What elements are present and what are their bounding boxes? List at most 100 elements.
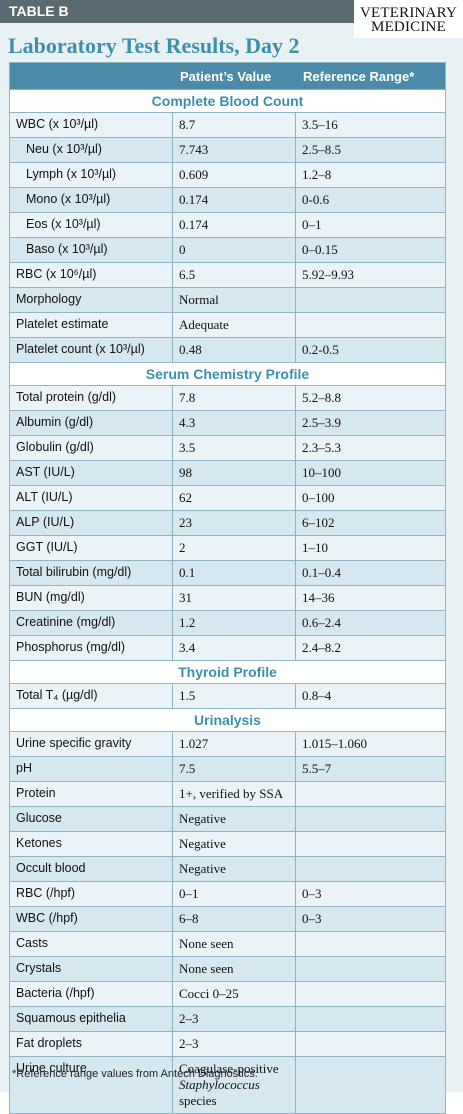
table-title: Laboratory Test Results, Day 2 [8, 33, 300, 58]
patient-value: None seen [173, 957, 296, 981]
test-name: Morphology [10, 288, 173, 312]
section-rows: Urine specific gravity 1.027 1.015–1.060 pH… [10, 731, 445, 1113]
reference-range [296, 957, 445, 981]
test-name: Occult blood [10, 857, 173, 881]
patient-value: None seen [173, 932, 296, 956]
table-row: Fat droplets 2–3 [10, 1031, 445, 1056]
patient-value: 23 [173, 511, 296, 535]
test-name: GGT (IU/L) [10, 536, 173, 560]
test-name: RBC (x 10⁶/µl) [10, 263, 173, 287]
patient-value: 1.2 [173, 611, 296, 635]
patient-value: 3.5 [173, 436, 296, 460]
reference-range [296, 832, 445, 856]
table-row: Mono (x 10³/µl) 0.174 0-0.6 [10, 187, 445, 212]
patient-value: 0.174 [173, 213, 296, 237]
patient-value: 98 [173, 461, 296, 485]
test-name: ALP (IU/L) [10, 511, 173, 535]
test-name: BUN (mg/dl) [10, 586, 173, 610]
patient-value-line: Staphylococcus [179, 1077, 260, 1092]
reference-range: 0-0.6 [302, 192, 330, 207]
table-row: Eos (x 10³/µl) 0.174 0–1 [10, 212, 445, 237]
test-name: Bacteria (/hpf) [10, 982, 173, 1006]
patient-value: 2–3 [173, 1007, 296, 1031]
reference-range [296, 782, 445, 806]
table-row: pH 7.5 5.5–7 [10, 756, 445, 781]
table-label: TABLE B [0, 0, 354, 23]
logo-line-2: MEDICINE [371, 19, 446, 35]
table-row: Total protein (g/dl) 7.8 5.2–8.8 [10, 385, 445, 410]
reference-range: 1.015–1.060 [302, 736, 367, 751]
patient-value: 8.7 [173, 113, 296, 137]
patient-value: Normal [173, 288, 296, 312]
reference-range: 0–3 [302, 911, 322, 926]
test-name: Phosphorus (mg/dl) [10, 636, 173, 660]
table-row: Total bilirubin (mg/dl) 0.1 0.1–0.4 [10, 560, 445, 585]
reference-range: 6–102 [302, 515, 335, 530]
table-header: Patient’s Value Reference Range* [10, 63, 445, 89]
patient-value: 2–3 [173, 1032, 296, 1056]
table-row: Urine culture Coagulase-positive Staphyloc… [10, 1056, 445, 1113]
patient-value: Negative [173, 832, 296, 856]
table-row: Lymph (x 10³/µl) 0.609 1.2–8 [10, 162, 445, 187]
patient-value: 6.5 [173, 263, 296, 287]
reference-range: 0.6–2.4 [302, 615, 341, 630]
test-name: Urine specific gravity [10, 732, 173, 756]
table-row: WBC (x 10³/µl) 8.7 3.5–16 [10, 112, 445, 137]
table-row: Casts None seen [10, 931, 445, 956]
test-name: Globulin (g/dl) [10, 436, 173, 460]
table-body: Complete Blood Count WBC (x 10³/µl) 8.7 3.5… [10, 89, 445, 1113]
table-row: Total T₄ (µg/dl) 1.5 0.8–4 [10, 683, 445, 708]
patient-value: Negative [173, 807, 296, 831]
logo-line-1: VETERINARY [360, 5, 457, 21]
footnote: *Reference range values from Antech Diag… [12, 1068, 258, 1080]
patient-value: Adequate [173, 313, 296, 337]
test-name: WBC (/hpf) [10, 907, 173, 931]
reference-range: 0–3 [302, 886, 322, 901]
test-name: Platelet count (x 10³/µl) [10, 338, 173, 362]
patient-value: 0.174 [173, 188, 296, 212]
test-name: Lymph (x 10³/µl) [10, 163, 173, 187]
patient-value: 7.8 [173, 386, 296, 410]
reference-range: 5.2–8.8 [302, 390, 341, 405]
reference-range: 0–1 [302, 217, 322, 232]
table-row: ALT (IU/L) 62 0–100 [10, 485, 445, 510]
table-row: Creatinine (mg/dl) 1.2 0.6–2.4 [10, 610, 445, 635]
table-row: GGT (IU/L) 2 1–10 [10, 535, 445, 560]
section-rows: Total T₄ (µg/dl) 1.5 0.8–4 [10, 683, 445, 708]
reference-range [296, 982, 445, 1006]
test-name: Fat droplets [10, 1032, 173, 1056]
reference-range: 0–0.15 [302, 242, 338, 257]
reference-range [296, 807, 445, 831]
reference-range [296, 288, 445, 312]
section-rows: Total protein (g/dl) 7.8 5.2–8.8 Albumin (g… [10, 385, 445, 660]
test-name: Crystals [10, 957, 173, 981]
table-row: Neu (x 10³/µl) 7.743 2.5–8.5 [10, 137, 445, 162]
patient-value: 4.3 [173, 411, 296, 435]
reference-range: 10–100 [302, 465, 341, 480]
test-name: Mono (x 10³/µl) [10, 188, 173, 212]
patient-value: Cocci 0–25 [173, 982, 296, 1006]
patient-value-line: Coagulase-positive [179, 1061, 279, 1076]
reference-range: 0.1–0.4 [302, 565, 341, 580]
table-row: Glucose Negative [10, 806, 445, 831]
test-name: Total protein (g/dl) [10, 386, 173, 410]
reference-range: 5.5–7 [302, 761, 332, 776]
table-row: Albumin (g/dl) 4.3 2.5–3.9 [10, 410, 445, 435]
patient-value: 7.743 [173, 138, 296, 162]
patient-value: 1.027 [173, 732, 296, 756]
test-name: Neu (x 10³/µl) [10, 138, 173, 162]
patient-value: 0–1 [173, 882, 296, 906]
reference-range [296, 932, 445, 956]
header-reference-range: Reference Range* [303, 69, 415, 84]
patient-value: 0.1 [173, 561, 296, 585]
results-table: Patient’s Value Reference Range* Complet… [9, 62, 446, 1114]
table-row: RBC (/hpf) 0–1 0–3 [10, 881, 445, 906]
reference-range [296, 857, 445, 881]
test-name: Urine culture [10, 1057, 173, 1113]
table-row: Baso (x 10³/µl) 0 0–0.15 [10, 237, 445, 262]
publication-logo: VETERINARY MEDICINE [354, 0, 463, 38]
test-name: Creatinine (mg/dl) [10, 611, 173, 635]
patient-value: 31 [173, 586, 296, 610]
table-row: RBC (x 10⁶/µl) 6.5 5.92–9.93 [10, 262, 445, 287]
patient-value: 0.48 [173, 338, 296, 362]
